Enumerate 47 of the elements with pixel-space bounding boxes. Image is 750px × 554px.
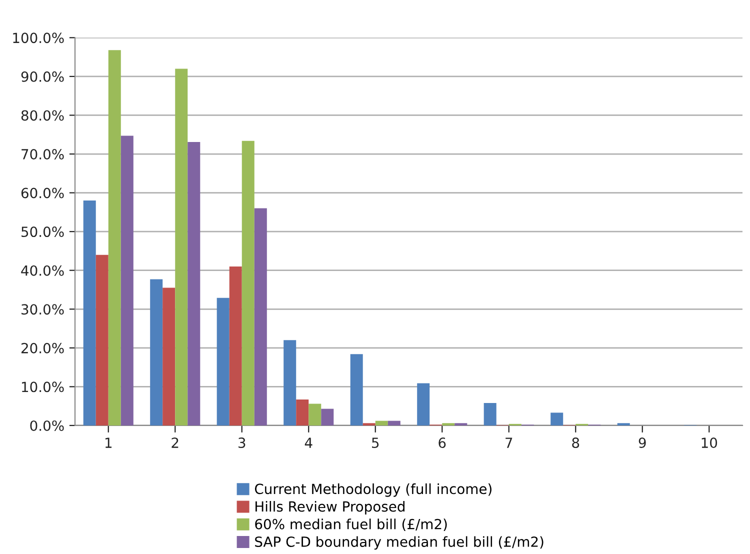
bar: [375, 420, 388, 426]
legend-label: Hills Review Proposed: [256, 501, 404, 514]
y-tick-label: 100.0%: [13, 32, 64, 44]
bar: [120, 136, 134, 426]
y-tick-label: 90.0%: [21, 71, 64, 82]
x-tick-label: 4: [304, 438, 312, 448]
bar: [417, 383, 430, 426]
bar: [188, 142, 200, 426]
legend-label: SAP C-D boundary median fuel bill (£/m2): [255, 536, 544, 550]
bar: [321, 408, 334, 426]
x-tick-label: 8: [572, 438, 580, 448]
y-tick-label: 40.0%: [21, 265, 64, 276]
bar: [550, 412, 564, 426]
bar: [83, 200, 96, 426]
bar: [175, 68, 188, 426]
x-tick-label: 10: [702, 438, 718, 448]
legend-label: 60% median fuel bill (£/m2): [255, 518, 447, 531]
bar: [350, 354, 363, 426]
bar: [388, 420, 400, 426]
x-tick-label: 7: [506, 438, 512, 448]
bar: [108, 50, 121, 426]
bar: [284, 340, 296, 426]
legend-label: Current Methodology (full income): [254, 483, 492, 497]
x-tick-label: 2: [172, 438, 178, 448]
y-tick-label: 0.0%: [30, 420, 64, 431]
y-tick-label: 10.0%: [22, 382, 64, 392]
y-tick-label: 60.0%: [21, 188, 64, 198]
bar: [254, 208, 267, 426]
bar: [216, 298, 230, 426]
y-tick-label: 80.0%: [21, 110, 64, 121]
x-tick-label: 5: [372, 438, 379, 448]
y-tick-label: 70.0%: [22, 148, 64, 160]
bar: [484, 402, 496, 426]
x-tick-label: 9: [638, 438, 646, 448]
bar: [96, 254, 108, 426]
x-tick-label: 3: [238, 438, 246, 448]
y-tick-label: 20.0%: [21, 342, 64, 354]
bar: [229, 266, 242, 426]
x-tick-label: 1: [105, 438, 112, 448]
y-tick-label: 30.0%: [22, 304, 64, 315]
bar: [150, 279, 163, 426]
bar: [162, 288, 176, 426]
bar: [308, 404, 322, 426]
bar: [242, 140, 254, 426]
bar: [296, 399, 309, 426]
y-tick-label: 50.0%: [22, 226, 64, 238]
x-tick-label: 6: [438, 438, 446, 448]
